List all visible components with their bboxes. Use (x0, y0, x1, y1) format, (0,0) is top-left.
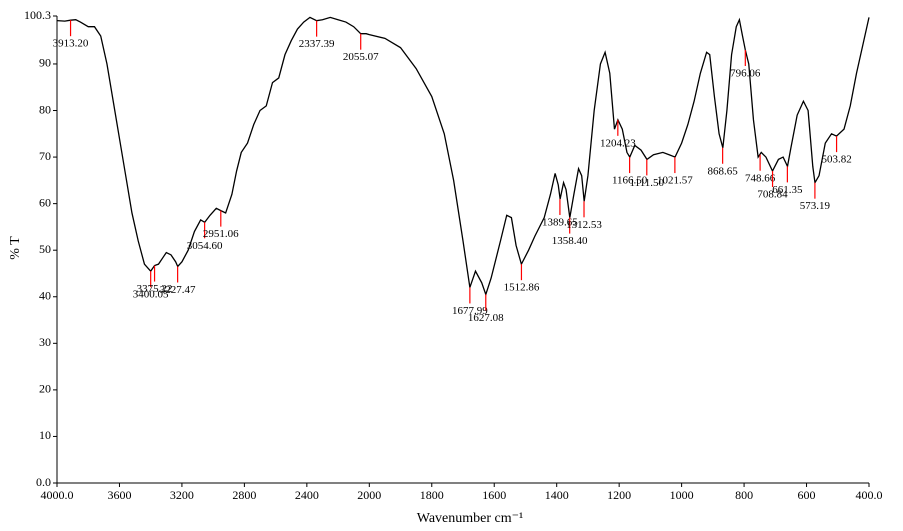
x-tick-label: 2400 (295, 488, 319, 502)
x-tick-label: 400.0 (856, 488, 883, 502)
x-tick-label: 600 (798, 488, 816, 502)
x-tick-label: 1800 (420, 488, 444, 502)
x-tick-label: 800 (735, 488, 753, 502)
annotation-label: 748.66 (745, 172, 776, 184)
annotation-label: 2951.06 (203, 228, 239, 240)
y-tick-label: 100.3 (24, 8, 51, 22)
y-tick-label: 60 (39, 195, 51, 209)
annotation-label: 3227.47 (160, 284, 196, 296)
x-tick-label: 1400 (545, 488, 569, 502)
x-tick-label: 1200 (607, 488, 631, 502)
annotation-label: 1677.99 (452, 305, 488, 317)
annotation-label: 1358.40 (552, 235, 588, 247)
annotation-label: 3913.20 (53, 38, 89, 50)
annotation-label: 1627.08 (468, 312, 504, 324)
annotation-label: 3054.60 (187, 240, 223, 252)
y-tick-label: 0.0 (36, 475, 51, 489)
y-tick-label: 70 (39, 149, 51, 163)
annotation-label: 503.82 (821, 154, 851, 166)
x-tick-label: 3200 (170, 488, 194, 502)
y-tick-label: 10 (39, 428, 51, 442)
annotation-label: 796.06 (730, 68, 761, 80)
annotation-label: 1512.86 (504, 282, 540, 294)
annotation-label: 2055.07 (343, 51, 379, 63)
annotation-label: 1204.23 (600, 137, 636, 149)
annotation-label: 868.65 (708, 165, 739, 177)
annotation-label: 1021.57 (657, 175, 693, 187)
annotation-label: 573.19 (800, 200, 831, 212)
annotation-label: 3375.22 (137, 283, 173, 295)
y-tick-label: 40 (39, 289, 51, 303)
y-tick-label: 80 (39, 102, 51, 116)
y-tick-label: 30 (39, 335, 51, 349)
x-tick-label: 2800 (232, 488, 256, 502)
annotation-label: 3400.05 (133, 289, 169, 301)
x-tick-label: 2000 (357, 488, 381, 502)
y-tick-label: 20 (39, 382, 51, 396)
y-axis-label: % T (8, 236, 23, 260)
x-axis-label: Wavenumber cm⁻¹ (417, 511, 523, 526)
spectrum-line (56, 16, 870, 297)
x-tick-label: 1000 (670, 488, 694, 502)
x-tick-label: 1600 (482, 488, 506, 502)
annotation-label: 708.84 (757, 189, 788, 201)
annotation-label: 1166.50 (612, 175, 648, 187)
annotation-label: 2337.39 (299, 38, 335, 50)
annotation-label: 661.35 (772, 184, 803, 196)
y-tick-label: 50 (39, 242, 51, 256)
annotation-label: 1312.53 (566, 219, 602, 231)
y-tick-label: 90 (39, 56, 51, 70)
x-tick-label: 3600 (107, 488, 131, 502)
x-tick-label: 4000.0 (41, 488, 74, 502)
annotation-label: 1111.50 (630, 177, 665, 189)
